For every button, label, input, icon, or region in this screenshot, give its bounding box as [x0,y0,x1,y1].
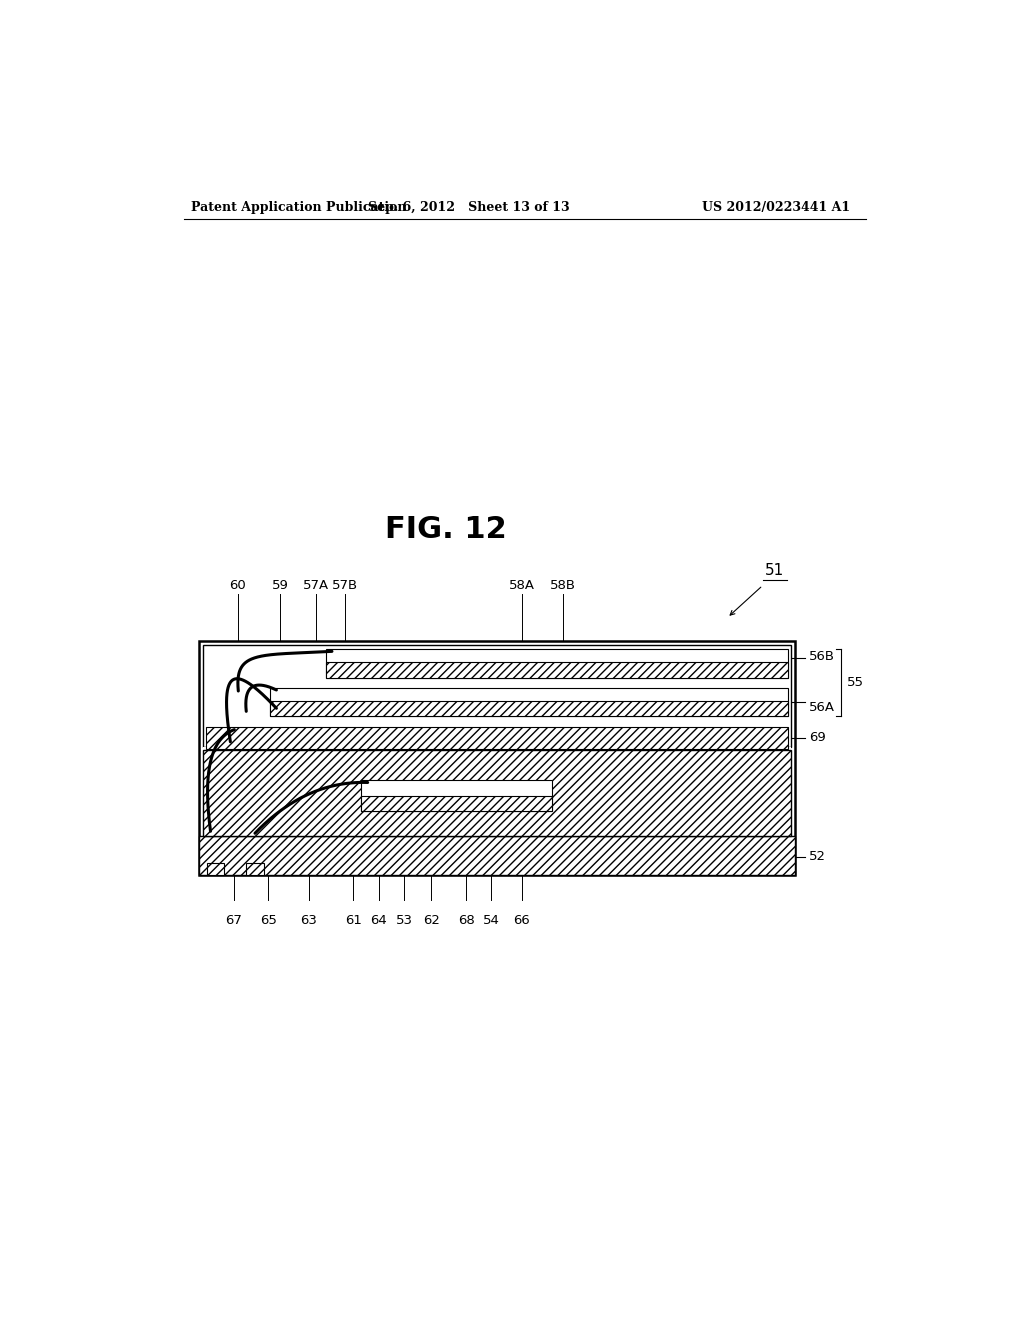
Bar [206,726,788,748]
Text: 52: 52 [809,850,826,863]
Text: 57A: 57A [303,579,329,593]
Text: 57B: 57B [333,579,358,593]
Text: 60: 60 [229,579,246,593]
Bar [200,837,795,875]
Bar [361,796,552,810]
Bar [200,642,795,875]
Text: 54: 54 [483,913,500,927]
Text: 65: 65 [260,913,276,927]
Text: 69: 69 [809,731,825,744]
Bar [361,780,552,810]
Text: 58B: 58B [550,579,575,593]
Text: 64: 64 [371,913,387,927]
Bar [246,863,264,875]
Bar [270,701,788,717]
Text: Sep. 6, 2012   Sheet 13 of 13: Sep. 6, 2012 Sheet 13 of 13 [369,201,570,214]
Text: 51: 51 [765,564,784,578]
Text: FIG. 12: FIG. 12 [385,515,506,544]
Bar [203,747,792,748]
Bar [203,750,792,837]
Text: 58A: 58A [509,579,535,593]
Bar [326,663,788,677]
Text: 59: 59 [272,579,289,593]
Text: 61: 61 [345,913,361,927]
Bar [203,645,792,747]
Text: 68: 68 [458,913,474,927]
Bar [270,688,788,717]
Bar [203,645,792,747]
Text: 66: 66 [513,913,530,927]
Bar [207,863,224,875]
Text: 63: 63 [300,913,317,927]
Text: 56A: 56A [809,701,835,714]
Text: 55: 55 [847,676,864,689]
Text: 67: 67 [225,913,242,927]
Text: Patent Application Publication: Patent Application Publication [191,201,407,214]
Text: US 2012/0223441 A1: US 2012/0223441 A1 [702,201,850,214]
Text: 56B: 56B [809,649,835,663]
Text: 53: 53 [395,913,413,927]
Text: 62: 62 [423,913,439,927]
Bar [326,649,788,677]
